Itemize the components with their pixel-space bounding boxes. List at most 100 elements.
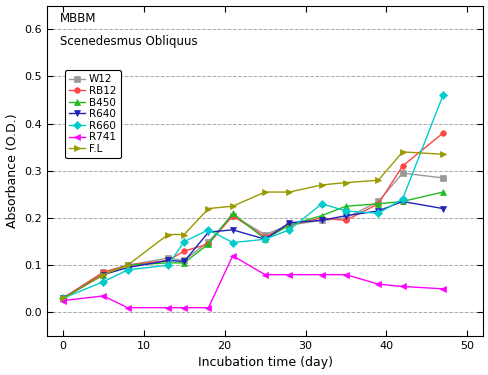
F.L — [375, 178, 381, 183]
W12 — [60, 296, 66, 300]
F.L — [399, 150, 405, 154]
RB12 — [318, 216, 324, 220]
Line: R660: R660 — [60, 93, 445, 301]
R741 — [286, 272, 292, 277]
R741 — [165, 306, 171, 310]
RB12 — [439, 131, 445, 135]
R660 — [342, 209, 348, 213]
R741 — [439, 286, 445, 291]
F.L — [229, 204, 235, 209]
R640 — [181, 259, 187, 264]
RB12 — [165, 258, 171, 263]
Legend: W12, RB12, B450, R640, R660, R741, F.L: W12, RB12, B450, R640, R660, R741, F.L — [65, 70, 121, 158]
B450 — [205, 242, 211, 246]
F.L — [60, 296, 66, 300]
B450 — [375, 202, 381, 206]
B450 — [229, 211, 235, 216]
R741 — [229, 254, 235, 258]
R741 — [318, 272, 324, 277]
R640 — [229, 228, 235, 232]
R741 — [124, 306, 130, 310]
Y-axis label: Absorbance (O.D.): Absorbance (O.D.) — [5, 114, 19, 228]
W12 — [318, 218, 324, 223]
R660 — [124, 268, 130, 272]
R640 — [262, 237, 267, 242]
R741 — [262, 272, 267, 277]
RB12 — [286, 223, 292, 227]
RB12 — [100, 270, 106, 274]
R660 — [262, 237, 267, 242]
R660 — [165, 263, 171, 267]
B450 — [262, 237, 267, 242]
RB12 — [181, 249, 187, 253]
F.L — [439, 152, 445, 156]
RB12 — [205, 242, 211, 246]
R741 — [399, 284, 405, 289]
W12 — [375, 199, 381, 204]
R640 — [60, 296, 66, 300]
R660 — [375, 211, 381, 216]
R741 — [375, 282, 381, 286]
W12 — [100, 270, 106, 274]
W12 — [286, 223, 292, 227]
Line: B450: B450 — [60, 189, 445, 301]
F.L — [262, 190, 267, 194]
W12 — [124, 263, 130, 267]
R640 — [439, 206, 445, 211]
R660 — [318, 202, 324, 206]
Line: RB12: RB12 — [60, 130, 445, 301]
Line: W12: W12 — [60, 170, 445, 301]
RB12 — [229, 213, 235, 218]
R640 — [124, 266, 130, 270]
R640 — [399, 199, 405, 204]
R640 — [100, 272, 106, 277]
W12 — [165, 256, 171, 260]
R741 — [205, 306, 211, 310]
F.L — [318, 183, 324, 187]
X-axis label: Incubation time (day): Incubation time (day) — [197, 357, 332, 369]
B450 — [318, 213, 324, 218]
R640 — [375, 209, 381, 213]
B450 — [342, 204, 348, 209]
R660 — [60, 296, 66, 300]
R660 — [229, 240, 235, 245]
B450 — [60, 296, 66, 300]
R741 — [181, 306, 187, 310]
R660 — [399, 197, 405, 201]
F.L — [286, 190, 292, 194]
W12 — [262, 232, 267, 237]
RB12 — [124, 263, 130, 267]
W12 — [439, 176, 445, 180]
R660 — [205, 228, 211, 232]
F.L — [181, 232, 187, 237]
R640 — [286, 220, 292, 225]
R660 — [100, 279, 106, 284]
B450 — [286, 223, 292, 227]
F.L — [342, 180, 348, 185]
RB12 — [375, 202, 381, 206]
W12 — [229, 213, 235, 218]
RB12 — [60, 296, 66, 300]
Text: Scenedesmus Obliquus: Scenedesmus Obliquus — [60, 35, 197, 48]
R660 — [286, 228, 292, 232]
RB12 — [342, 218, 348, 223]
R741 — [342, 272, 348, 277]
B450 — [165, 261, 171, 265]
B450 — [399, 199, 405, 204]
W12 — [181, 258, 187, 263]
RB12 — [262, 235, 267, 239]
B450 — [100, 272, 106, 277]
B450 — [181, 261, 187, 265]
F.L — [165, 232, 171, 237]
B450 — [124, 263, 130, 267]
RB12 — [399, 164, 405, 168]
R741 — [100, 294, 106, 298]
R640 — [165, 258, 171, 263]
R640 — [205, 230, 211, 234]
R660 — [181, 239, 187, 244]
Text: MBBM: MBBM — [60, 12, 96, 25]
R660 — [439, 93, 445, 98]
W12 — [205, 239, 211, 244]
F.L — [124, 263, 130, 267]
F.L — [205, 206, 211, 211]
